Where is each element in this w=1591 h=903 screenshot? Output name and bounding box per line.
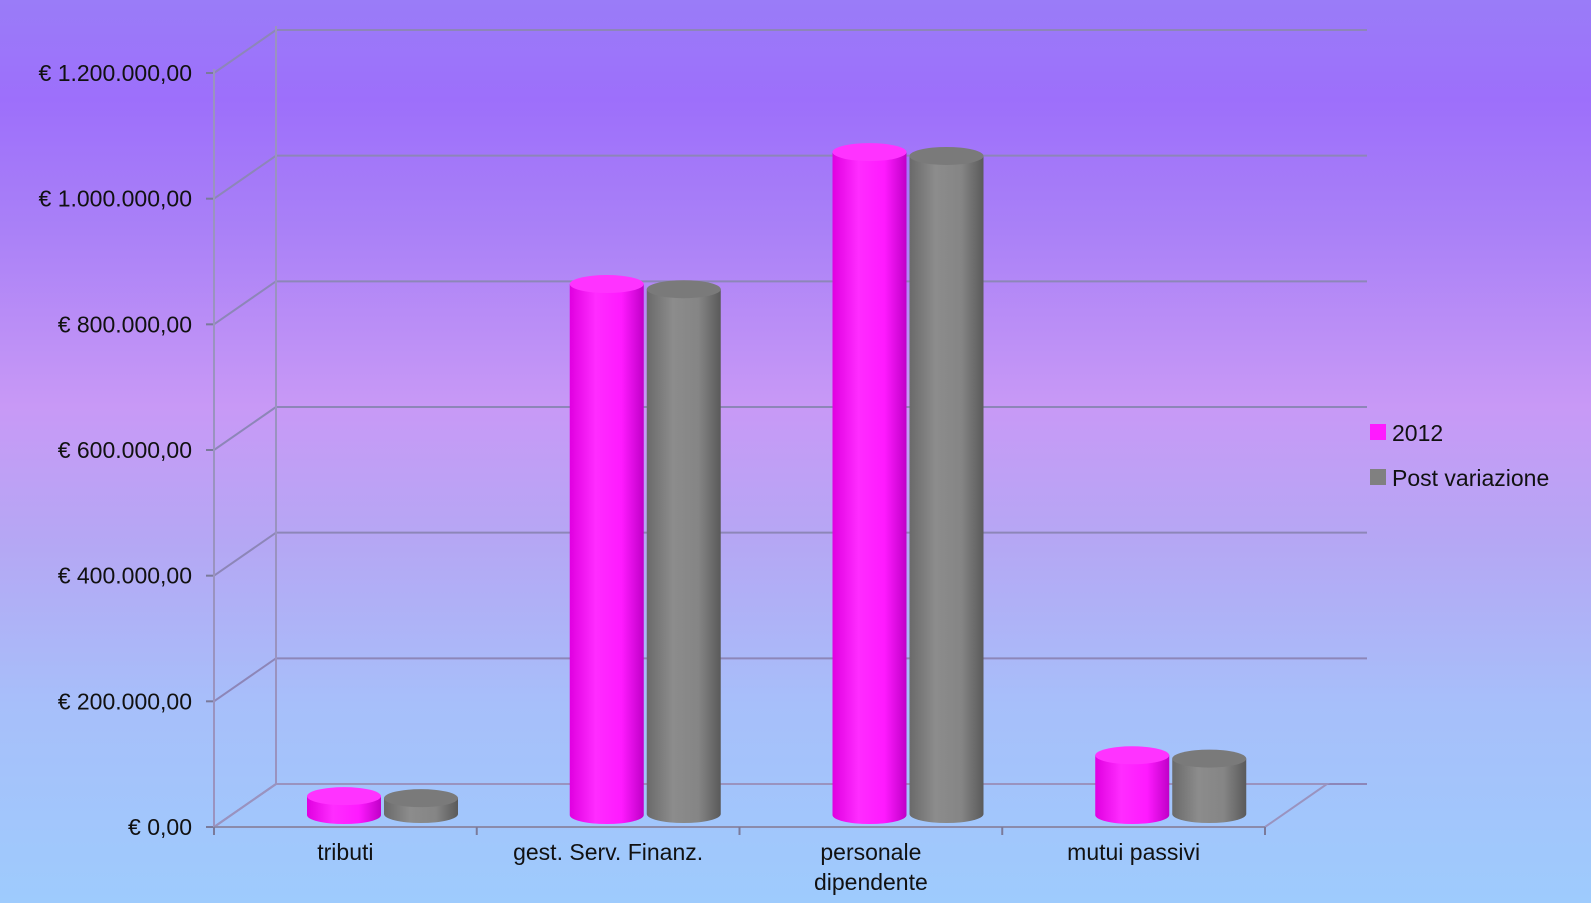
x-tick-label: mutui passivi (1067, 839, 1200, 865)
bar-top (307, 787, 381, 806)
y-tick-label: € 800.000,00 (58, 311, 192, 337)
legend-label: 2012 (1392, 420, 1443, 446)
bar (384, 789, 458, 823)
gridline-depth (213, 406, 277, 451)
legend-swatch (1370, 424, 1386, 440)
bar-body (1172, 758, 1247, 823)
gridline-depth (213, 154, 277, 200)
bar-top (1095, 746, 1170, 765)
bar-body (832, 152, 907, 824)
bar (569, 275, 644, 824)
bar (646, 280, 721, 823)
y-tick-label: € 600.000,00 (58, 437, 192, 463)
gridline-depth (213, 657, 277, 703)
y-tick-label: € 1.200.000,00 (39, 60, 192, 86)
y-tick-label: € 200.000,00 (58, 688, 192, 714)
x-tick-label: personale dipendente (814, 839, 928, 895)
y-tick-label: € 1.000.000,00 (39, 186, 192, 212)
bar-body (646, 289, 721, 823)
bar (909, 146, 984, 823)
gridline-depth (213, 531, 277, 577)
bar-body (909, 155, 984, 823)
bar-top (832, 143, 907, 162)
bar-top (569, 275, 644, 294)
y-tick-label: € 400.000,00 (58, 563, 192, 589)
x-tick-label: tributi (317, 839, 373, 865)
gridline-depth (213, 280, 277, 326)
bar-body (569, 284, 644, 824)
gridline-depth (213, 29, 277, 74)
legend-label: Post variazione (1392, 465, 1549, 491)
legend-swatch (1370, 469, 1386, 485)
bar-top (384, 789, 458, 808)
bar (832, 143, 907, 824)
bar-top (909, 146, 984, 165)
y-tick-label: € 0,00 (128, 814, 192, 840)
bar-top (1172, 749, 1247, 768)
bar (307, 787, 381, 824)
bar-top (646, 280, 721, 299)
x-tick-label: gest. Serv. Finanz. (513, 839, 703, 865)
bar (1095, 746, 1170, 824)
bar-body (1095, 755, 1170, 824)
bar (1172, 749, 1247, 823)
